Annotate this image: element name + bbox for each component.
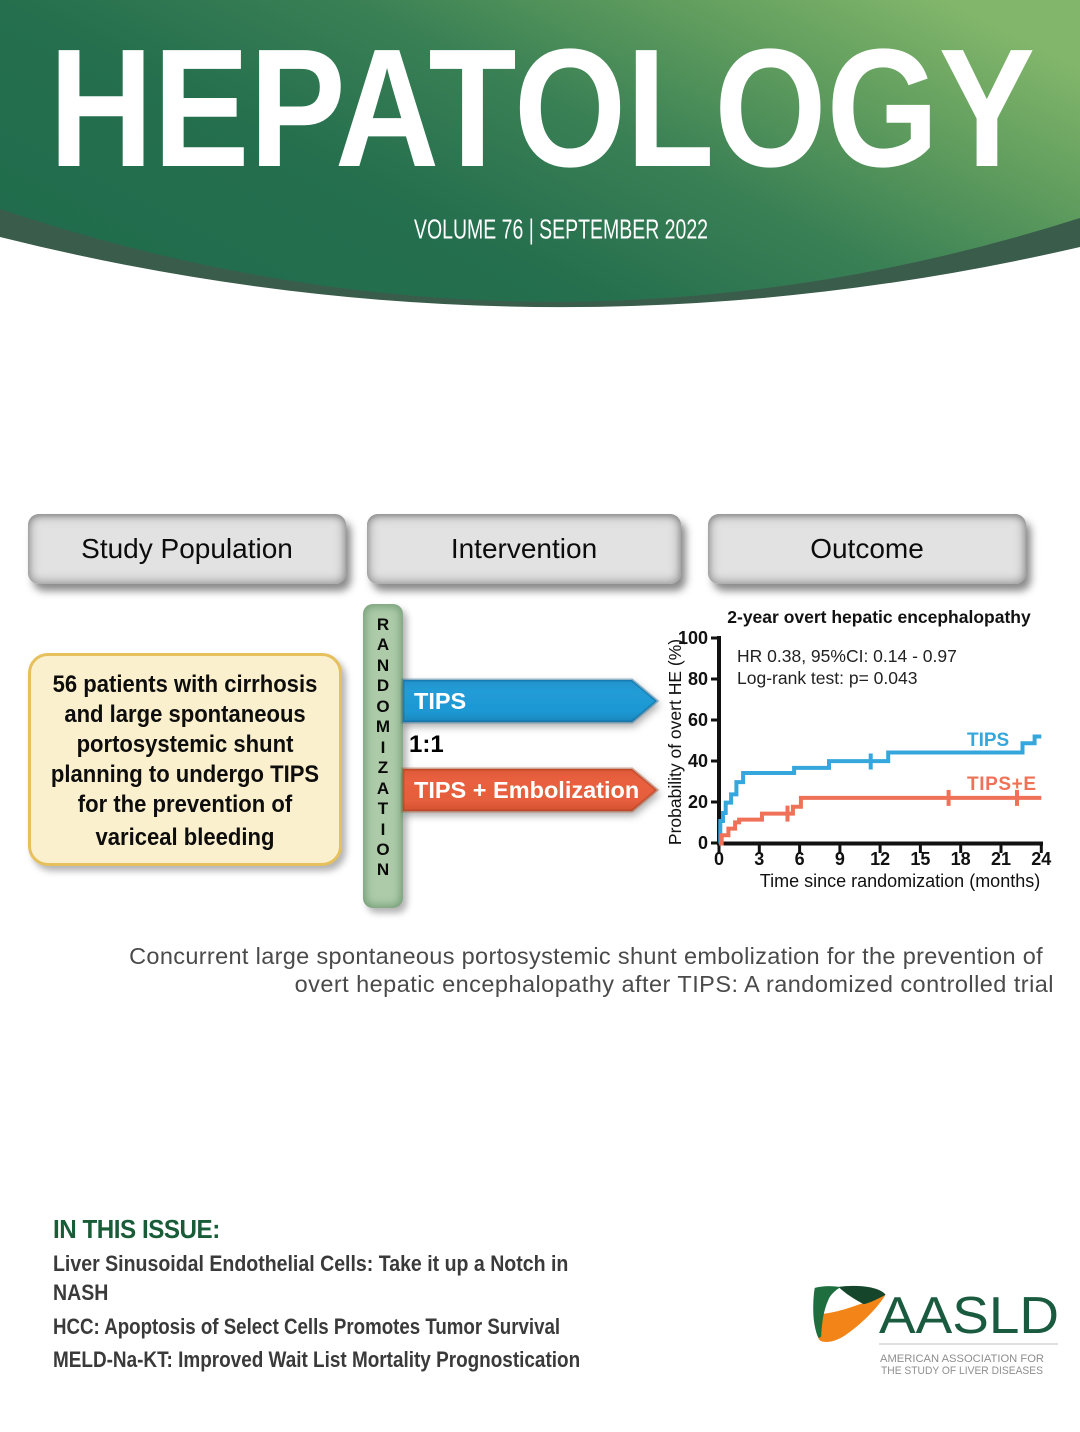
svg-text:9: 9 [835, 849, 845, 869]
svg-text:0: 0 [714, 849, 724, 869]
svg-text:15: 15 [910, 849, 930, 869]
svg-text:Time since randomization (mont: Time since randomization (months) [760, 871, 1040, 891]
svg-text:HR 0.38, 95%CI: 0.14 - 0.97: HR 0.38, 95%CI: 0.14 - 0.97 [737, 646, 957, 666]
svg-text:THE STUDY OF LIVER DISEASES: THE STUDY OF LIVER DISEASES [881, 1365, 1043, 1377]
svg-text:12: 12 [870, 849, 890, 869]
svg-text:Probability of overt HE (%): Probability of overt HE (%) [665, 639, 685, 845]
svg-text:AASLD: AASLD [879, 1287, 1059, 1345]
svg-text:Log-rank test: p= 0.043: Log-rank test: p= 0.043 [737, 668, 917, 688]
svg-text:20: 20 [688, 792, 708, 812]
svg-text:100: 100 [678, 628, 708, 648]
svg-text:3: 3 [754, 849, 764, 869]
svg-text:24: 24 [1031, 849, 1051, 869]
svg-text:0: 0 [698, 833, 708, 853]
svg-text:40: 40 [688, 751, 708, 771]
svg-text:TIPS: TIPS [967, 730, 1009, 751]
svg-text:VOLUME 76 | SEPTEMBER 2022: VOLUME 76 | SEPTEMBER 2022 [414, 214, 708, 245]
svg-text:80: 80 [688, 669, 708, 689]
svg-text:2-year overt hepatic encephalo: 2-year overt hepatic encephalopathy [727, 607, 1031, 627]
svg-text:6: 6 [795, 849, 805, 869]
svg-text:60: 60 [688, 710, 708, 730]
svg-text:TIPS + Embolization: TIPS + Embolization [414, 777, 639, 803]
svg-text:AMERICAN ASSOCIATION FOR: AMERICAN ASSOCIATION FOR [880, 1353, 1044, 1365]
svg-text:TIPS: TIPS [414, 688, 466, 714]
svg-text:21: 21 [991, 849, 1011, 869]
svg-text:TIPS+E: TIPS+E [967, 774, 1037, 795]
svg-text:HEPATOLOGY: HEPATOLOGY [49, 13, 1035, 202]
svg-text:18: 18 [951, 849, 971, 869]
